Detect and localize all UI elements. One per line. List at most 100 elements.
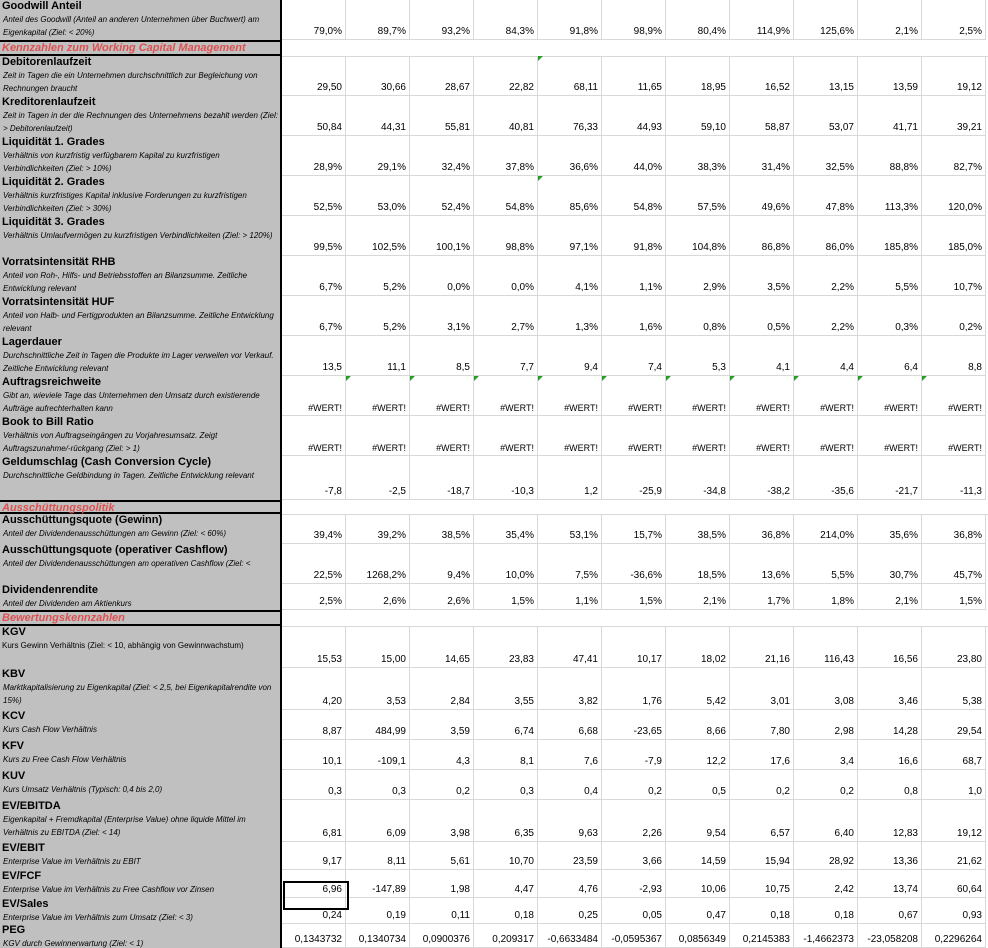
value-cell[interactable]: 1,98 xyxy=(410,870,474,898)
metric-label-cell[interactable]: Vorratsintensität HUF Anteil von Halb- un… xyxy=(0,296,282,336)
value-cell[interactable]: 1,5% xyxy=(474,584,538,610)
value-cell[interactable]: 185,0% xyxy=(922,216,986,256)
value-cell[interactable]: 91,8% xyxy=(602,216,666,256)
value-cell[interactable]: 0,2296264 xyxy=(922,924,986,948)
value-cell[interactable]: 86,0% xyxy=(794,216,858,256)
value-cell[interactable]: 54,8% xyxy=(474,176,538,216)
value-cell[interactable]: 30,66 xyxy=(346,56,410,96)
value-cell[interactable]: -11,3 xyxy=(922,456,986,500)
value-cell[interactable]: -34,8 xyxy=(666,456,730,500)
value-cell[interactable]: 14,59 xyxy=(666,842,730,870)
section-empty-cells[interactable] xyxy=(282,500,988,515)
value-cell[interactable]: 2,84 xyxy=(410,668,474,710)
value-cell[interactable]: 0,8% xyxy=(666,296,730,336)
value-cell[interactable]: 50,84 xyxy=(282,96,346,136)
value-cell[interactable]: -23,65 xyxy=(602,710,666,740)
value-cell[interactable]: 15,53 xyxy=(282,626,346,668)
metric-label-cell[interactable]: KFV Kurs zu Free Cash Flow Verhältnis xyxy=(0,740,282,770)
value-cell[interactable]: 3,66 xyxy=(602,842,666,870)
metric-label-cell[interactable]: Book to Bill Ratio Verhältnis von Auftrag… xyxy=(0,416,282,456)
value-cell[interactable]: 11,1 xyxy=(346,336,410,376)
value-cell[interactable]: 2,42 xyxy=(794,870,858,898)
value-cell[interactable]: -38,2 xyxy=(730,456,794,500)
value-cell[interactable]: 0,3 xyxy=(346,770,410,800)
value-cell[interactable]: 29,1% xyxy=(346,136,410,176)
metric-label-cell[interactable]: Ausschüttungsquote (Gewinn) Anteil der Di… xyxy=(0,514,282,544)
value-cell[interactable]: 8,11 xyxy=(346,842,410,870)
value-cell[interactable]: 3,82 xyxy=(538,668,602,710)
value-cell[interactable]: 104,8% xyxy=(666,216,730,256)
value-cell[interactable]: 185,8% xyxy=(858,216,922,256)
value-cell[interactable]: 5,61 xyxy=(410,842,474,870)
value-cell[interactable]: 0,24 xyxy=(282,898,346,924)
value-cell[interactable]: 55,81 xyxy=(410,96,474,136)
value-cell[interactable]: -7,8 xyxy=(282,456,346,500)
value-cell[interactable]: 53,0% xyxy=(346,176,410,216)
value-cell[interactable]: 36,8% xyxy=(922,514,986,544)
value-cell[interactable]: #WERT! xyxy=(602,376,666,416)
value-cell[interactable]: 2,98 xyxy=(794,710,858,740)
value-cell[interactable]: 8,66 xyxy=(666,710,730,740)
value-cell[interactable]: 68,7 xyxy=(922,740,986,770)
value-cell[interactable]: 2,1% xyxy=(858,584,922,610)
value-cell[interactable]: 7,80 xyxy=(730,710,794,740)
value-cell[interactable]: 0,5% xyxy=(730,296,794,336)
value-cell[interactable]: 1,0 xyxy=(922,770,986,800)
value-cell[interactable]: 53,1% xyxy=(538,514,602,544)
value-cell[interactable]: 0,18 xyxy=(474,898,538,924)
value-cell[interactable]: 54,8% xyxy=(602,176,666,216)
value-cell[interactable]: 52,5% xyxy=(282,176,346,216)
value-cell[interactable]: #WERT! xyxy=(282,376,346,416)
value-cell[interactable]: 88,8% xyxy=(858,136,922,176)
value-cell[interactable]: 0,3% xyxy=(858,296,922,336)
value-cell[interactable]: 4,1% xyxy=(538,256,602,296)
value-cell[interactable]: 1,3% xyxy=(538,296,602,336)
value-cell[interactable]: 58,87 xyxy=(730,96,794,136)
value-cell[interactable]: #WERT! xyxy=(602,416,666,456)
value-cell[interactable]: 2,9% xyxy=(666,256,730,296)
metric-label-cell[interactable]: Lagerdauer Durchschnittliche Zeit in Tage… xyxy=(0,336,282,376)
value-cell[interactable]: 3,01 xyxy=(730,668,794,710)
value-cell[interactable]: 9,54 xyxy=(666,800,730,842)
value-cell[interactable]: 29,50 xyxy=(282,56,346,96)
section-empty-cells[interactable] xyxy=(282,610,988,627)
value-cell[interactable]: 10,06 xyxy=(666,870,730,898)
value-cell[interactable]: #WERT! xyxy=(730,416,794,456)
value-cell[interactable]: 85,6% xyxy=(538,176,602,216)
value-cell[interactable]: 21,62 xyxy=(922,842,986,870)
value-cell[interactable]: 0,2 xyxy=(410,770,474,800)
value-cell[interactable]: 0,0900376 xyxy=(410,924,474,948)
metric-label-cell[interactable]: Liquidität 1. Grades Verhältnis von kurzf… xyxy=(0,136,282,176)
value-cell[interactable]: 0,11 xyxy=(410,898,474,924)
value-cell[interactable]: 0,4 xyxy=(538,770,602,800)
value-cell[interactable]: 3,08 xyxy=(794,668,858,710)
value-cell[interactable]: 5,42 xyxy=(666,668,730,710)
value-cell[interactable]: 6,7% xyxy=(282,256,346,296)
value-cell[interactable]: 2,2% xyxy=(794,296,858,336)
value-cell[interactable]: #WERT! xyxy=(730,376,794,416)
value-cell[interactable]: 0,3 xyxy=(282,770,346,800)
value-cell[interactable]: 4,47 xyxy=(474,870,538,898)
metric-label-cell[interactable]: Kreditorenlaufzeit Zeit in Tagen in der d… xyxy=(0,96,282,136)
value-cell[interactable]: 5,2% xyxy=(346,296,410,336)
value-cell[interactable]: 1,2 xyxy=(538,456,602,500)
value-cell[interactable]: 47,41 xyxy=(538,626,602,668)
value-cell[interactable]: 7,6 xyxy=(538,740,602,770)
value-cell[interactable]: 7,4 xyxy=(602,336,666,376)
value-cell[interactable]: 28,92 xyxy=(794,842,858,870)
value-cell[interactable]: 6,35 xyxy=(474,800,538,842)
value-cell[interactable]: -2,5 xyxy=(346,456,410,500)
value-cell[interactable]: 41,71 xyxy=(858,96,922,136)
value-cell[interactable]: 6,57 xyxy=(730,800,794,842)
value-cell[interactable]: 15,94 xyxy=(730,842,794,870)
value-cell[interactable]: 86,8% xyxy=(730,216,794,256)
value-cell[interactable]: 0,0% xyxy=(474,256,538,296)
value-cell[interactable]: 22,5% xyxy=(282,544,346,584)
value-cell[interactable]: -109,1 xyxy=(346,740,410,770)
value-cell[interactable]: 79,0% xyxy=(282,0,346,40)
value-cell[interactable]: -147,89 xyxy=(346,870,410,898)
value-cell[interactable]: 84,3% xyxy=(474,0,538,40)
value-cell[interactable]: 4,20 xyxy=(282,668,346,710)
metric-label-cell[interactable]: Goodwill Anteil Anteil des Goodwill (Ante… xyxy=(0,0,282,40)
value-cell[interactable]: 29,54 xyxy=(922,710,986,740)
